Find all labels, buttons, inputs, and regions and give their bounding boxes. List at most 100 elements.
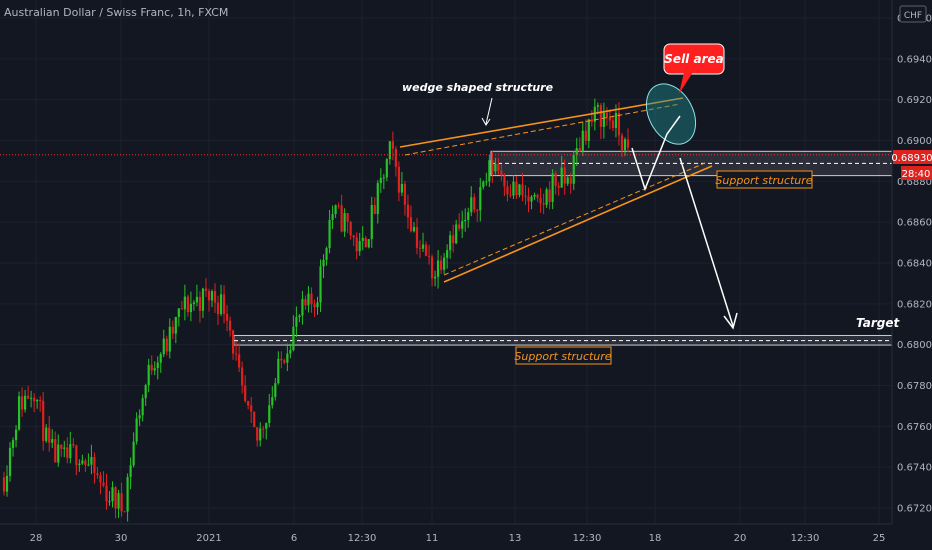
- candle-body-139: [421, 244, 425, 249]
- candle-72: [219, 284, 223, 317]
- currency-badge-box[interactable]: [899, 5, 927, 23]
- candle-20: [63, 440, 66, 458]
- candle-64: [195, 284, 199, 307]
- candle-body-10: [33, 397, 36, 402]
- candle-75: [228, 316, 232, 337]
- candle-83: [253, 411, 256, 428]
- candle-123: [373, 197, 376, 215]
- candle-body-97: [295, 317, 298, 327]
- candle-181: [548, 181, 551, 210]
- candle-body-192: [581, 130, 584, 152]
- candle-172: [521, 172, 524, 202]
- candle-206: [623, 137, 627, 157]
- candle-body-20: [63, 447, 66, 449]
- candle-body-2: [8, 447, 12, 476]
- candle-body-45: [138, 415, 141, 419]
- candle-156: [473, 193, 476, 213]
- candle-70: [213, 283, 217, 313]
- candlestick-series: [2, 98, 630, 522]
- candle-90: [274, 377, 277, 401]
- chart-title: Australian Dollar / Swiss Franc, 1h, FXC…: [4, 6, 229, 19]
- candle-157: [476, 209, 479, 222]
- candle-179: [542, 193, 545, 215]
- candle-body-28: [87, 464, 90, 466]
- candle-body-169: [512, 181, 515, 196]
- candle-49: [150, 355, 153, 376]
- candle-136: [412, 222, 416, 233]
- candle-body-29: [90, 456, 93, 465]
- candle-58: [177, 308, 180, 327]
- candle-22: [69, 431, 72, 464]
- candle-body-147: [446, 250, 449, 258]
- candle-77: [235, 341, 238, 361]
- support-upper-label-box: [716, 170, 813, 189]
- candle-38: [117, 489, 120, 518]
- candle-body-58: [177, 308, 180, 317]
- candle-body-23: [72, 444, 75, 446]
- time-axis-panel[interactable]: [0, 524, 932, 550]
- candle-body-98: [298, 315, 301, 318]
- candle-body-18: [57, 444, 60, 463]
- target-label: Target: [856, 316, 901, 330]
- candle-body-135: [409, 217, 413, 232]
- candle-body-39: [120, 493, 123, 512]
- candle-body-164: [497, 163, 500, 171]
- candle-body-204: [617, 112, 621, 136]
- candle-130: [394, 146, 397, 177]
- candle-body-197: [596, 105, 599, 107]
- candle-body-153: [464, 219, 467, 222]
- candle-body-186: [563, 167, 566, 184]
- sell-label: Sell area: [664, 52, 723, 66]
- candle-body-117: [355, 237, 358, 252]
- y-tick-label-12: 0.67200: [897, 504, 932, 515]
- candle-body-26: [81, 460, 84, 464]
- candle-body-122: [370, 205, 373, 240]
- candle-body-178: [539, 197, 542, 204]
- price-axis-panel[interactable]: [892, 0, 932, 524]
- candle-body-168: [509, 194, 512, 196]
- candle-body-144: [436, 260, 440, 277]
- candle-89: [271, 386, 274, 409]
- candle-body-203: [614, 112, 618, 128]
- candle-166: [503, 173, 506, 197]
- candle-189: [572, 150, 575, 190]
- candle-59: [180, 300, 183, 310]
- candle-body-73: [222, 294, 226, 314]
- candle-body-15: [48, 427, 51, 443]
- candle-body-193: [584, 130, 587, 141]
- candle-body-183: [554, 173, 557, 186]
- candle-body-140: [424, 244, 428, 256]
- currency-badge: CHF: [904, 11, 922, 21]
- candle-body-195: [590, 119, 593, 122]
- candle-body-160: [485, 181, 488, 183]
- candle-190: [575, 137, 578, 166]
- candle-200: [605, 107, 608, 126]
- candle-2: [8, 442, 12, 482]
- candle-53: [162, 329, 165, 358]
- candle-112: [340, 194, 343, 233]
- candle-134: [406, 194, 410, 229]
- candle-88: [268, 393, 271, 428]
- candle-body-65: [198, 296, 202, 311]
- candle-56: [171, 320, 174, 339]
- candle-body-198: [599, 105, 602, 127]
- candle-body-141: [427, 255, 431, 257]
- candle-body-19: [60, 444, 63, 449]
- candle-170: [515, 176, 518, 200]
- candle-108: [328, 209, 331, 254]
- candle-36: [111, 481, 114, 508]
- x-tick-label-9: 20: [734, 533, 747, 544]
- candle-151: [458, 213, 461, 232]
- candle-162: [491, 150, 494, 184]
- x-tick-label-6: 13: [509, 533, 522, 544]
- candle-13: [42, 391, 45, 451]
- candle-148: [449, 231, 452, 259]
- candle-body-48: [147, 364, 150, 386]
- candle-23: [72, 437, 75, 449]
- candle-31: [96, 467, 99, 479]
- candle-129: [391, 131, 394, 161]
